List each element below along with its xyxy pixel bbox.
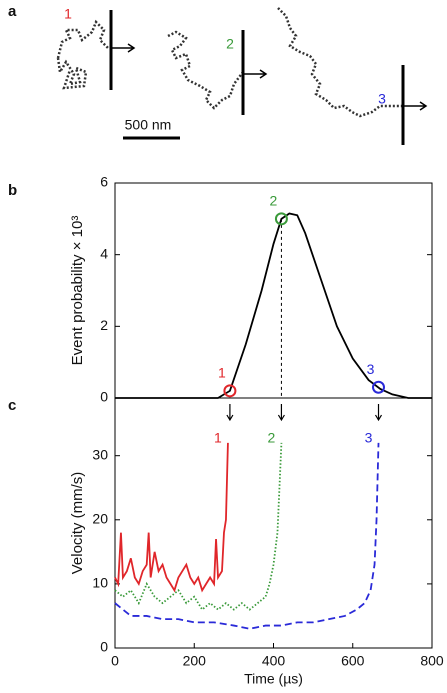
x-tick-label: 400	[262, 653, 286, 669]
y-tick-label: 10	[92, 575, 108, 591]
event-arrow	[374, 404, 383, 422]
y-tick-label: 4	[100, 245, 108, 261]
event-marker	[223, 384, 237, 398]
marker-label: 2	[270, 193, 278, 209]
x-axis-label: Time (µs)	[244, 671, 303, 687]
panel-label: b	[8, 182, 17, 199]
data-line	[115, 212, 432, 399]
y-axis-label: Velocity (mm/s)	[69, 472, 86, 575]
y-tick-label: 2	[100, 317, 108, 333]
event-arrow	[226, 404, 234, 422]
x-tick-label: 0	[111, 653, 119, 669]
x-tick-label: 200	[183, 653, 207, 669]
axes-frame	[114, 182, 433, 399]
series-label: 1	[214, 430, 222, 446]
y-tick-label: 0	[100, 639, 108, 655]
trajectory-label: 1	[64, 6, 72, 22]
trajectory-label: 3	[378, 91, 386, 107]
trajectories	[56, 7, 428, 145]
x-tick-label: 800	[420, 653, 444, 669]
data-line	[114, 442, 229, 593]
data-line	[114, 442, 283, 611]
panel-label: c	[8, 397, 16, 414]
panel-label: a	[8, 3, 17, 20]
y-tick-label: 20	[92, 510, 108, 526]
series-label: 3	[365, 430, 373, 446]
scale-bar-label: 500 nm	[125, 117, 172, 133]
x-tick-label: 600	[341, 653, 365, 669]
y-tick-label: 0	[100, 389, 108, 405]
y-tick-label: 6	[100, 174, 108, 190]
trajectory-label: 2	[226, 36, 234, 52]
marker-label: 3	[367, 361, 375, 377]
event-arrow	[277, 404, 285, 422]
data-line	[114, 442, 380, 630]
event-marker	[274, 212, 288, 226]
marker-label: 1	[218, 365, 226, 381]
y-tick-label: 30	[92, 446, 108, 462]
y-axis-label: Event probability × 10³	[69, 216, 86, 366]
series-label: 2	[268, 430, 276, 446]
event-marker	[372, 380, 386, 394]
